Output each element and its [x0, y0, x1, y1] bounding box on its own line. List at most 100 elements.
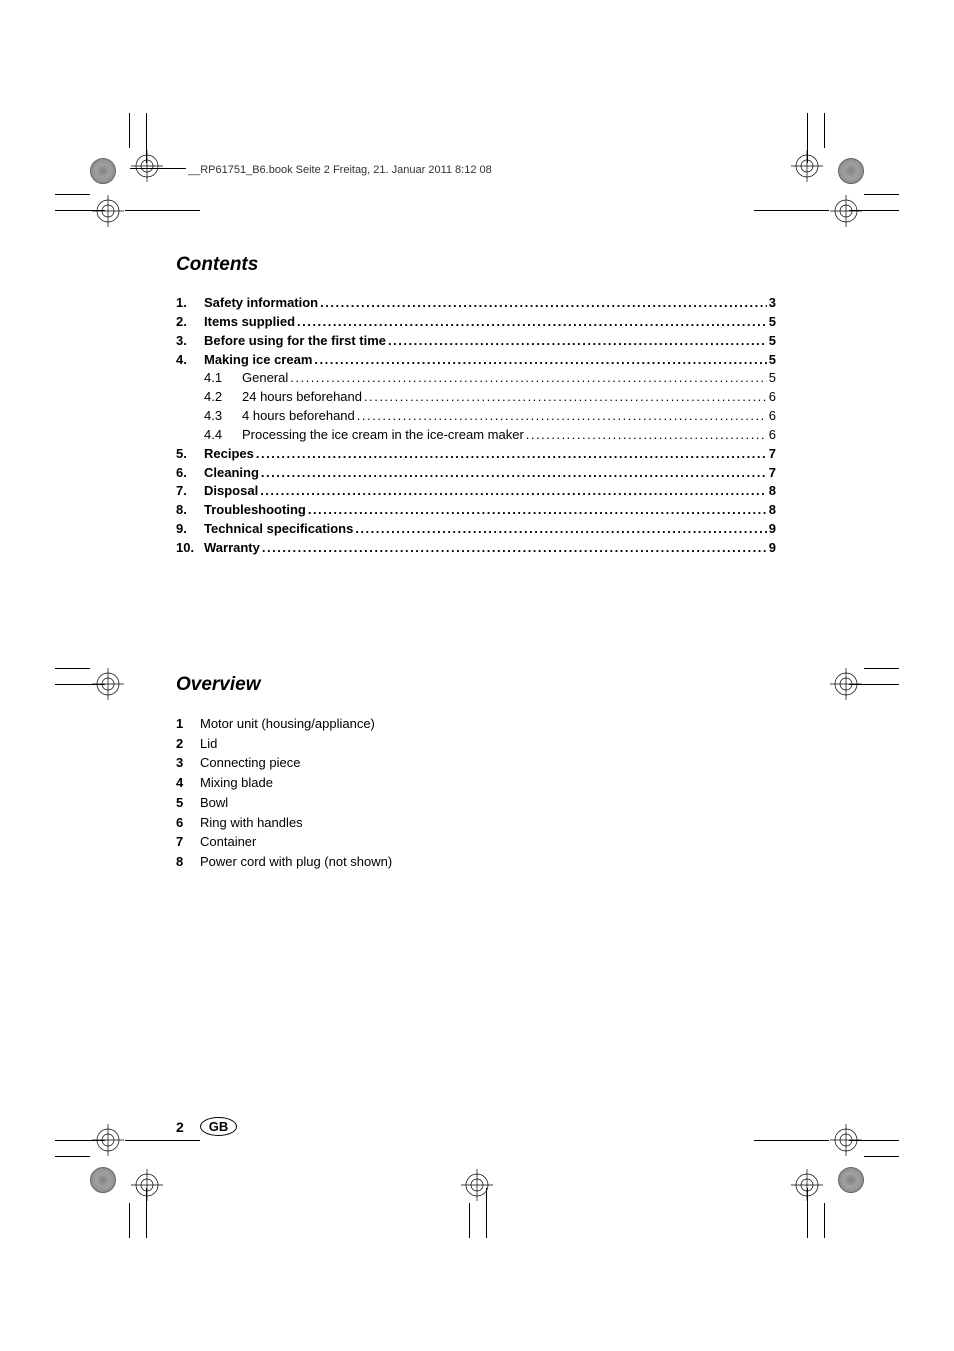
crop-line	[807, 113, 808, 163]
crop-line	[824, 1203, 825, 1238]
toc-row: 8.Troubleshooting 8	[176, 501, 776, 520]
toc-row: 2.Items supplied 5	[176, 313, 776, 332]
toc-leader	[357, 407, 767, 426]
crop-line	[146, 1188, 147, 1238]
toc-page: 5	[769, 332, 776, 351]
crop-line	[146, 113, 147, 163]
overview-row: 7Container	[176, 832, 776, 852]
header-filename: __RP61751_B6.book Seite 2 Freitag, 21. J…	[188, 164, 492, 176]
toc-num: 7.	[176, 482, 204, 501]
overview-text: Power cord with plug (not shown)	[200, 852, 392, 872]
overview-row: 4Mixing blade	[176, 773, 776, 793]
toc-page: 3	[769, 294, 776, 313]
overview-text: Motor unit (housing/appliance)	[200, 714, 375, 734]
page-footer: 2 GB	[176, 1117, 237, 1136]
toc-leader	[290, 369, 767, 388]
overview-row: 2Lid	[176, 734, 776, 754]
crop-line	[129, 1203, 130, 1238]
toc-num: 1.	[176, 294, 204, 313]
toc-leader	[388, 332, 767, 351]
toc-leader	[364, 388, 767, 407]
toc-row: 4.224 hours beforehand 6	[176, 388, 776, 407]
toc-title: Making ice cream	[204, 351, 312, 370]
toc-num: 5.	[176, 445, 204, 464]
toc-leader	[526, 426, 767, 445]
crop-circle	[90, 1167, 116, 1193]
toc-row: 9.Technical specifications 9	[176, 520, 776, 539]
toc-page: 9	[769, 520, 776, 539]
toc-row: 5.Recipes 7	[176, 445, 776, 464]
crop-circle	[90, 158, 116, 184]
toc-leader	[261, 464, 767, 483]
crop-line	[55, 1140, 105, 1141]
toc-leader	[320, 294, 767, 313]
overview-row: 6Ring with handles	[176, 813, 776, 833]
toc-num: 10.	[176, 539, 204, 558]
crop-line	[824, 113, 825, 148]
registration-mark	[92, 668, 124, 700]
overview-num: 2	[176, 734, 200, 754]
toc-leader	[297, 313, 767, 332]
overview-text: Bowl	[200, 793, 228, 813]
page-number: 2	[176, 1119, 184, 1135]
crop-line	[486, 1188, 487, 1238]
toc-title: Troubleshooting	[204, 501, 306, 520]
table-of-contents: 1.Safety information 32.Items supplied 5…	[176, 294, 776, 558]
registration-mark	[830, 195, 862, 227]
crop-line	[864, 194, 899, 195]
crop-line	[55, 210, 105, 211]
toc-num: 4.	[176, 351, 204, 370]
overview-text: Connecting piece	[200, 753, 300, 773]
overview-num: 8	[176, 852, 200, 872]
toc-title: Disposal	[204, 482, 258, 501]
country-badge: GB	[200, 1117, 238, 1136]
toc-row: 4.4Processing the ice cream in the ice-c…	[176, 426, 776, 445]
crop-line	[864, 668, 899, 669]
crop-circle	[838, 158, 864, 184]
overview-heading: Overview	[176, 674, 776, 696]
toc-row: 4.34 hours beforehand 6	[176, 407, 776, 426]
overview-num: 4	[176, 773, 200, 793]
toc-leader	[260, 482, 767, 501]
toc-title: Before using for the first time	[204, 332, 386, 351]
toc-num: 6.	[176, 464, 204, 483]
toc-title: 4 hours beforehand	[242, 407, 355, 426]
overview-text: Lid	[200, 734, 217, 754]
overview-row: 1Motor unit (housing/appliance)	[176, 714, 776, 734]
overview-text: Mixing blade	[200, 773, 273, 793]
toc-num: 9.	[176, 520, 204, 539]
toc-page: 9	[769, 539, 776, 558]
overview-num: 5	[176, 793, 200, 813]
crop-line	[55, 668, 90, 669]
toc-num: 4.2	[204, 388, 242, 407]
toc-num: 2.	[176, 313, 204, 332]
toc-page: 6	[769, 407, 776, 426]
toc-page: 6	[769, 426, 776, 445]
toc-page: 7	[769, 464, 776, 483]
crop-line	[807, 1188, 808, 1238]
crop-line	[55, 1156, 90, 1157]
toc-row: 4.1General 5	[176, 369, 776, 388]
overview-num: 6	[176, 813, 200, 833]
toc-title: Recipes	[204, 445, 254, 464]
crop-circle	[838, 1167, 864, 1193]
toc-page: 8	[769, 482, 776, 501]
overview-list: 1Motor unit (housing/appliance)2Lid3Conn…	[176, 714, 776, 872]
toc-page: 7	[769, 445, 776, 464]
toc-title: 24 hours beforehand	[242, 388, 362, 407]
toc-leader	[308, 501, 767, 520]
toc-num: 8.	[176, 501, 204, 520]
contents-heading: Contents	[176, 254, 776, 276]
toc-leader	[355, 520, 766, 539]
toc-page: 6	[769, 388, 776, 407]
crop-line	[55, 194, 90, 195]
toc-row: 6.Cleaning 7	[176, 464, 776, 483]
overview-row: 3Connecting piece	[176, 753, 776, 773]
toc-row: 3.Before using for the first time 5	[176, 332, 776, 351]
overview-text: Ring with handles	[200, 813, 303, 833]
registration-mark	[92, 195, 124, 227]
toc-leader	[314, 351, 766, 370]
crop-line	[754, 210, 829, 211]
registration-mark	[461, 1169, 493, 1201]
toc-title: Processing the ice cream in the ice-crea…	[242, 426, 524, 445]
